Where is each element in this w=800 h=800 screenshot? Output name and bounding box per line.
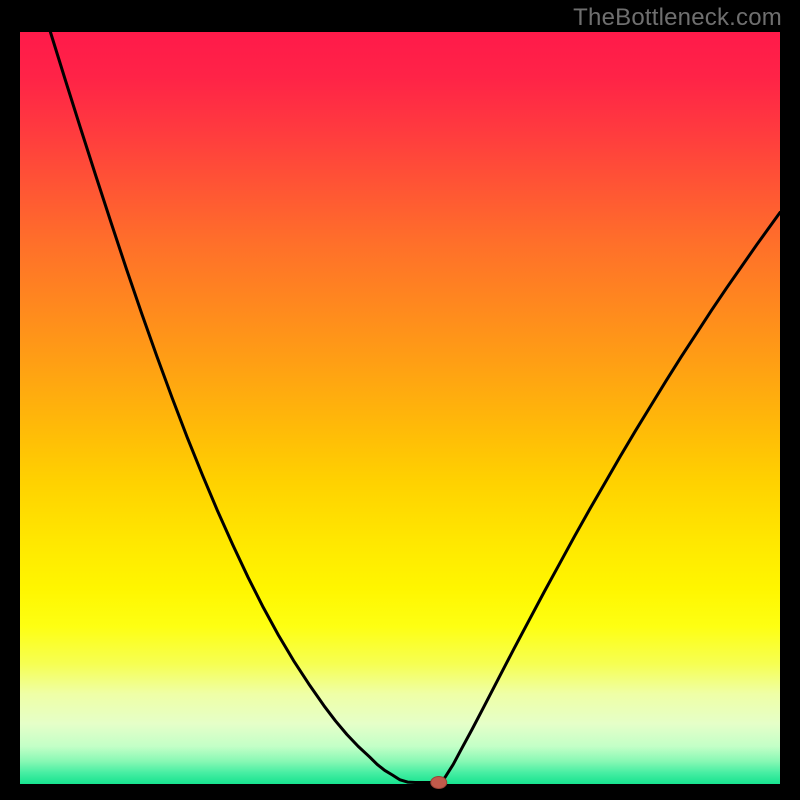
plot-background <box>20 32 780 784</box>
watermark-text: TheBottleneck.com <box>573 4 782 32</box>
chart-container: TheBottleneck.com <box>0 0 800 800</box>
minimum-marker <box>431 777 447 789</box>
bottleneck-curve-chart <box>0 0 800 800</box>
